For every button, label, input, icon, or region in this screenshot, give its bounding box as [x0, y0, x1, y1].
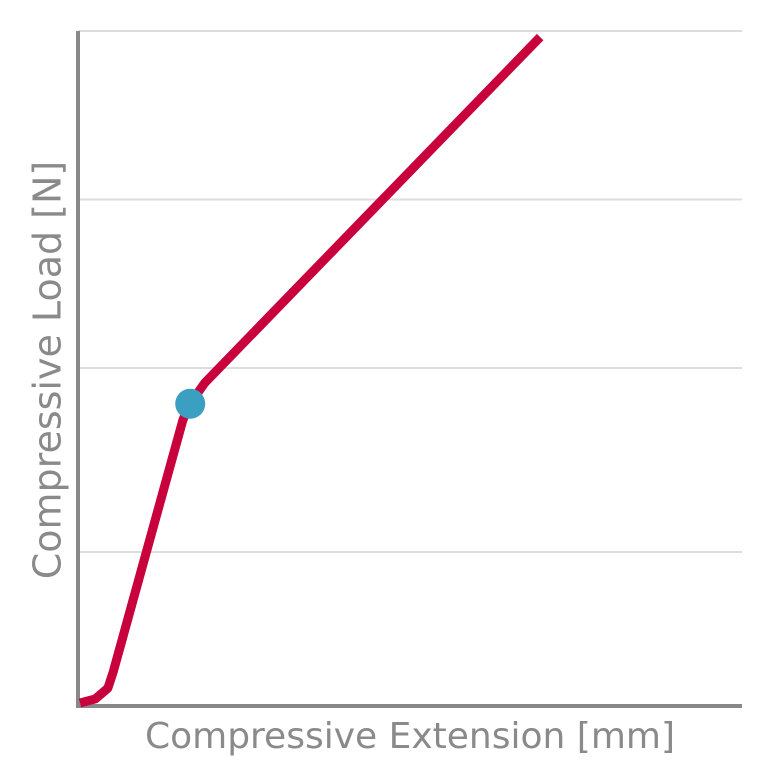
point-marker: [175, 388, 206, 419]
x-axis-title: Compressive Extension [mm]: [145, 716, 675, 757]
y-axis-title: Compressive Load [N]: [26, 161, 70, 580]
data-line: [78, 33, 544, 708]
